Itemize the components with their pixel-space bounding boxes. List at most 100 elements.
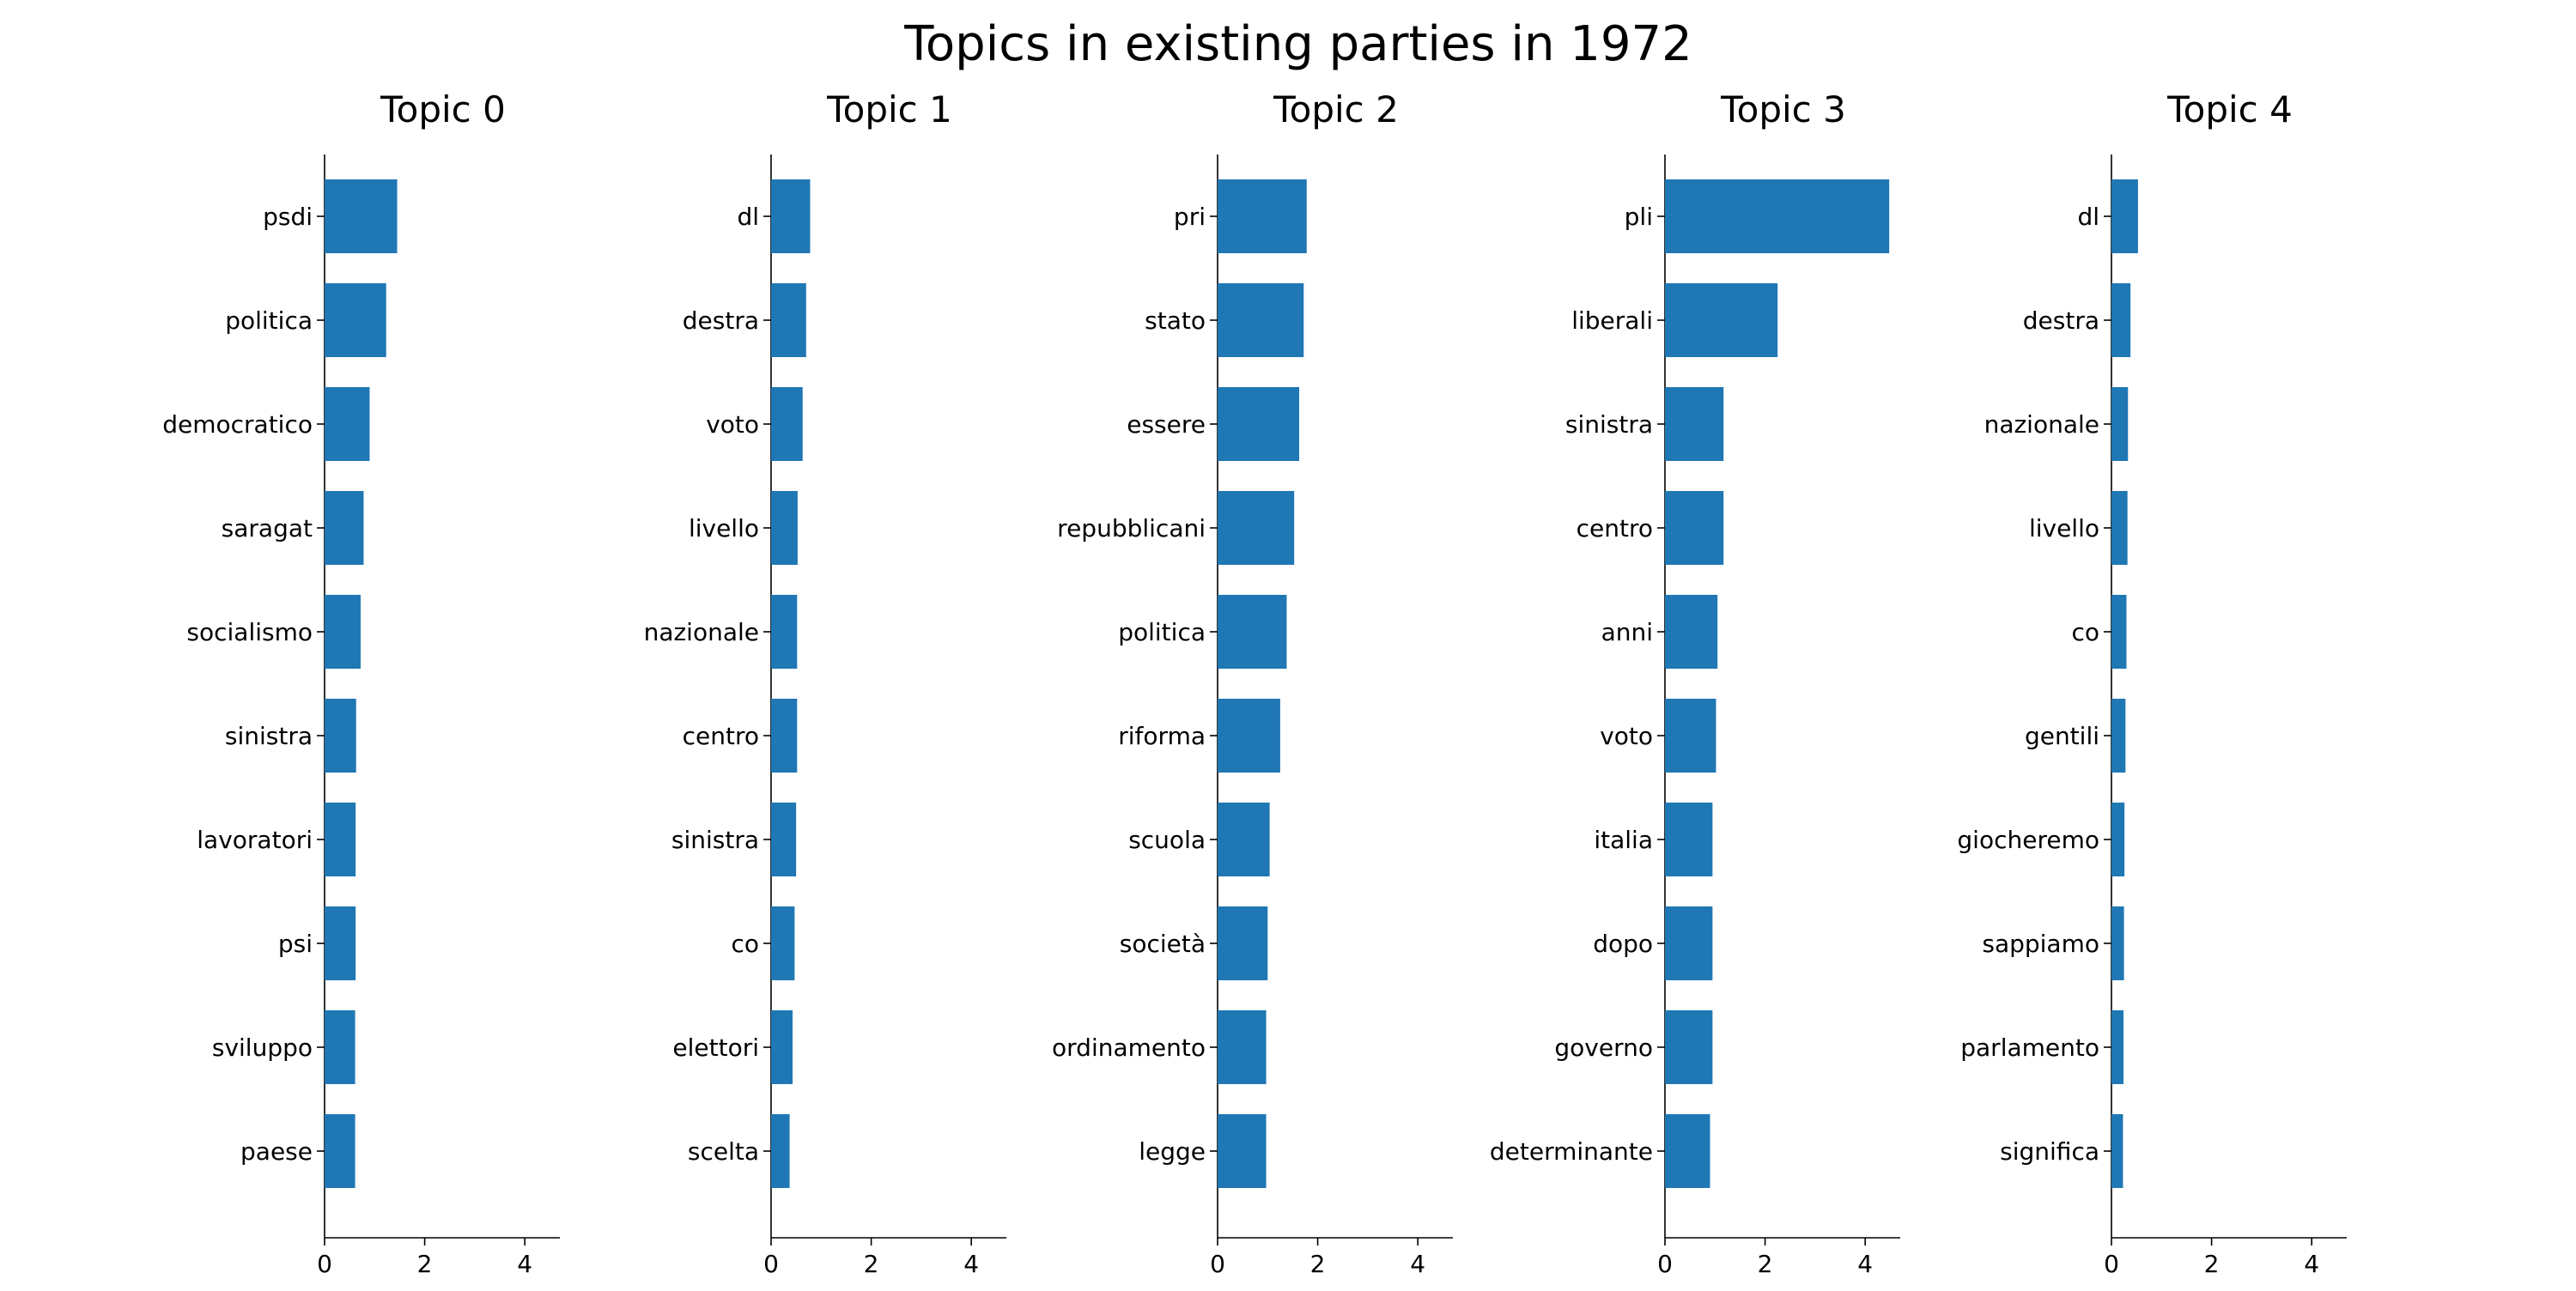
x-tick-label: 0: [763, 1250, 779, 1278]
category-label: dl: [737, 203, 759, 231]
category-label: sappiamo: [1982, 930, 2099, 958]
category-label: pli: [1625, 203, 1653, 231]
panel-title: Topic 3: [1720, 88, 1846, 130]
panel-title: Topic 0: [380, 88, 506, 130]
x-tick-label: 2: [864, 1250, 879, 1278]
category-label: politica: [225, 306, 313, 335]
bar: [2111, 595, 2127, 669]
category-label: governo: [1554, 1033, 1653, 1062]
x-tick-label: 2: [1310, 1250, 1326, 1278]
category-label: voto: [706, 410, 759, 439]
category-label: repubblicani: [1057, 514, 1206, 542]
bar: [1665, 283, 1778, 357]
category-label: giocheremo: [1957, 826, 2099, 854]
bar: [2111, 1010, 2123, 1084]
bar: [325, 699, 356, 773]
category-label: destra: [2023, 306, 2099, 335]
panel-title: Topic 2: [1273, 88, 1399, 130]
panel-title: Topic 1: [826, 88, 952, 130]
bar: [2111, 283, 2131, 357]
bar: [1665, 906, 1713, 980]
category-label: parlamento: [1960, 1033, 2099, 1062]
category-label: saragat: [222, 514, 313, 542]
x-tick-label: 4: [517, 1250, 532, 1278]
bar: [771, 1010, 793, 1084]
category-label: pri: [1174, 203, 1206, 231]
category-label: scuola: [1128, 826, 1206, 854]
category-label: destra: [683, 306, 759, 335]
bar: [1218, 179, 1307, 253]
panel-topic-3: Topic 3 0 2 4 pli liberali sinistra centro anni v…: [1490, 88, 1900, 1278]
bar: [325, 283, 386, 357]
bar: [771, 595, 798, 669]
category-label: sinistra: [225, 722, 313, 750]
bar: [1665, 803, 1713, 876]
x-tick-label: 2: [417, 1250, 433, 1278]
bar: [325, 1010, 355, 1084]
bar: [1218, 803, 1270, 876]
panel-topic-1: Topic 1 0 2 4 dl destra voto livello nazionale ce…: [644, 88, 1006, 1278]
bar: [1218, 699, 1280, 773]
category-label: centro: [683, 722, 759, 750]
bar: [771, 491, 798, 565]
bar: [771, 1114, 790, 1188]
bar: [2111, 179, 2138, 253]
bar: [2111, 387, 2129, 461]
x-tick-label: 2: [2204, 1250, 2220, 1278]
bar: [1665, 179, 1890, 253]
bar: [2111, 699, 2126, 773]
category-label: dopo: [1593, 930, 1653, 958]
bar: [1218, 1114, 1267, 1188]
bar: [325, 387, 370, 461]
x-tick-label: 0: [2104, 1250, 2119, 1278]
bar: [325, 803, 356, 876]
chart-title: Topics in existing parties in 1972: [903, 16, 1692, 72]
bar: [2111, 1114, 2123, 1188]
category-label: gentili: [2025, 722, 2099, 750]
category-label: centro: [1577, 514, 1653, 542]
x-tick-label: 2: [1758, 1250, 1773, 1278]
category-label: co: [731, 930, 759, 958]
category-label: essere: [1127, 410, 1206, 439]
bar: [2111, 491, 2128, 565]
category-label: sinistra: [1565, 410, 1653, 439]
category-label: democratico: [162, 410, 313, 439]
category-label: anni: [1601, 618, 1653, 646]
x-tick-label: 4: [1410, 1250, 1425, 1278]
category-label: psi: [278, 930, 313, 958]
category-label: riforma: [1118, 722, 1206, 750]
category-label: psdi: [263, 203, 313, 231]
category-label: determinante: [1490, 1137, 1653, 1166]
bar: [1218, 595, 1287, 669]
bar: [325, 491, 364, 565]
category-label: paese: [240, 1137, 313, 1166]
bar: [2111, 803, 2125, 876]
category-label: elettori: [672, 1033, 759, 1062]
bar: [325, 179, 398, 253]
category-label: scelta: [688, 1137, 759, 1166]
x-tick-label: 0: [1657, 1250, 1673, 1278]
category-label: società: [1120, 930, 1206, 958]
category-label: liberali: [1571, 306, 1653, 335]
x-tick-label: 0: [317, 1250, 332, 1278]
bar: [325, 1114, 355, 1188]
category-label: dl: [2077, 203, 2099, 231]
chart-panels: Topic 0 0 2 4 psdi politica democratico saragat…: [162, 88, 2347, 1278]
bar: [2111, 906, 2124, 980]
category-label: nazionale: [644, 618, 759, 646]
bar: [1218, 491, 1295, 565]
bar: [771, 179, 811, 253]
category-label: legge: [1139, 1137, 1206, 1166]
category-label: lavoratori: [197, 826, 313, 854]
x-tick-label: 4: [2304, 1250, 2319, 1278]
x-tick-label: 0: [1210, 1250, 1225, 1278]
bar: [1665, 387, 1724, 461]
bar: [771, 699, 798, 773]
bar: [325, 906, 356, 980]
x-tick-label: 4: [963, 1250, 979, 1278]
bar: [771, 387, 803, 461]
bar: [1665, 1114, 1710, 1188]
category-label: voto: [1600, 722, 1653, 750]
